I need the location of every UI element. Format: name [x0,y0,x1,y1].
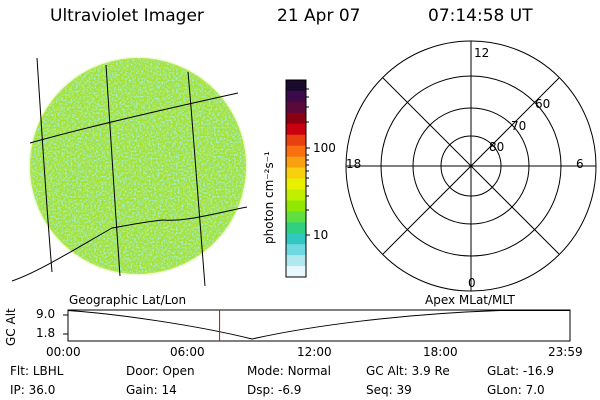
mlt-label-18: 18 [346,157,362,171]
uv-image-disc [28,56,248,276]
alt-xtick-1: 06:00 [170,345,205,359]
mlat-label-60: 60 [535,97,551,111]
colorbar-segment [286,112,306,125]
status-gain: Gain: 14 [126,383,177,397]
time-label: 07:14:58 UT [428,6,533,26]
status-gc-alt: GC Alt: 3.9 Re [366,364,450,378]
geographic-label: Geographic Lat/Lon [69,293,187,307]
mlat-label-80: 80 [489,140,505,154]
colorbar-segment [286,145,306,158]
status-dsp: Dsp: -6.9 [247,383,302,397]
colorbar-segment [286,123,306,136]
colorbar-segment [286,156,306,169]
colorbar-segment [286,255,306,267]
date-label: 21 Apr 07 [277,6,361,26]
status-mode: Mode: Normal [247,364,331,378]
colorbar-segment [286,90,306,103]
alt-xtick-3: 18:00 [423,345,458,359]
colorbar-segment [286,189,306,201]
colorbar-segment [286,244,306,256]
colorbar-segment [286,266,306,278]
colorbar-segment [286,80,306,92]
colorbar-segment [286,222,306,234]
status-ip: IP: 36.0 [10,383,56,397]
colorbar-ticks [306,88,310,236]
colorbar [285,79,307,278]
alt-xtick-0: 00:00 [46,345,81,359]
status-seq: Seq: 39 [366,383,412,397]
colorbar-segment [286,101,306,114]
status-glon: GLon: 7.0 [487,383,545,397]
alt-ytick-1-8: 1.8 [36,326,56,340]
colorbar-segment [286,211,306,223]
geographic-grid [11,57,248,287]
mlt-label-6: 6 [576,157,584,171]
alt-xtick-4: 23:59 [548,345,583,359]
alt-xtick-2: 12:00 [297,345,332,359]
status-door: Door: Open [126,364,195,378]
colorbar-segment [286,178,306,190]
colorbar-tick-100: 100 [313,141,336,155]
alt-plot-ylabel: GC Alt [4,308,18,346]
colorbar-segment [286,200,306,212]
status-glat: GLat: -16.9 [487,364,554,378]
mlat-label-70: 70 [511,119,527,133]
mlt-label-12: 12 [474,46,490,60]
alt-ytick-9: 9.0 [36,307,56,321]
instrument-title: Ultraviolet Imager [50,6,204,26]
mlt-label-0: 0 [468,276,476,290]
colorbar-segment [286,134,306,147]
polar-grid [345,40,597,292]
altitude-plot [63,309,571,342]
status-flt: Flt: LBHL [10,364,64,378]
colorbar-unit-label: photon cm⁻²s⁻¹ [262,151,276,244]
colorbar-tick-10: 10 [313,228,329,242]
colorbar-segment [286,233,306,245]
apex-label: Apex MLat/MLT [425,293,515,307]
colorbar-segment [286,167,306,179]
